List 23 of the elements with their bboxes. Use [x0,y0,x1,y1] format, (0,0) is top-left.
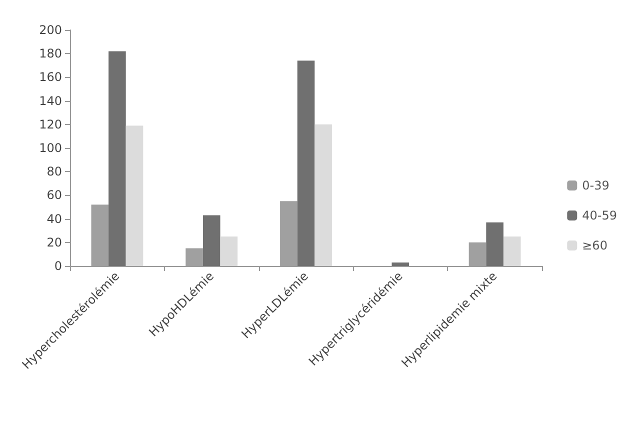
bar [220,236,238,266]
y-tick-label: 160 [39,70,62,84]
bar [392,262,410,266]
legend-label: 0-39 [582,178,610,192]
bar [108,51,126,266]
y-tick-label: 120 [39,117,62,132]
bar [503,236,521,266]
y-tick-label: 0 [54,259,62,273]
y-tick-label: 200 [39,23,62,37]
y-tick-label: 140 [39,94,62,108]
y-tick-label: 60 [46,188,62,202]
y-tick-label: 40 [46,212,62,226]
legend-label: ≥60 [582,238,608,252]
legend-label: 40-59 [582,208,618,222]
bar [314,124,332,266]
y-tick-label: 20 [46,235,62,250]
bar [297,60,315,266]
y-tick-label: 100 [39,141,62,155]
bar [486,222,504,266]
bar [126,126,144,266]
bar [202,215,220,266]
y-tick-label: 80 [46,164,62,179]
y-tick-label: 180 [39,46,62,61]
